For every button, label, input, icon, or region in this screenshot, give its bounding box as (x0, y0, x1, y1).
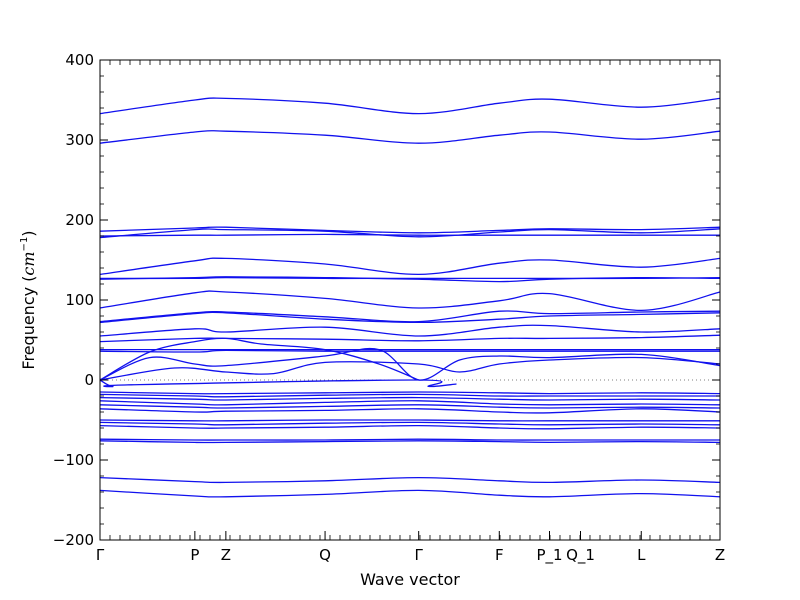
phonon-band-17 (99, 347, 721, 381)
phonon-band-10 (99, 310, 721, 323)
y-axis-label: Frequency (cm−1) (19, 230, 38, 369)
ticks (99, 59, 721, 541)
phonon-band-15 (99, 349, 720, 353)
phonon-band-9 (99, 290, 721, 312)
phonon-band-21 (99, 393, 720, 398)
y-axis-label-text: Frequency (19, 287, 38, 370)
phonon-band-3 (99, 226, 721, 234)
phonon-band-31 (99, 476, 721, 484)
bands (99, 97, 721, 498)
phonon-band-11 (99, 311, 721, 324)
y-axis-label-unit-power: −1 (19, 237, 30, 252)
x-tick-label: Q (319, 546, 331, 564)
y-axis-label-unit: cm (19, 251, 38, 275)
phonon-band-1 (99, 97, 721, 115)
x-tick-label: Γ (415, 546, 424, 564)
phonon-band-22 (99, 396, 721, 401)
x-tick-label: Q_1 (566, 546, 595, 565)
phonon-band-8 (99, 276, 721, 283)
y-tick-label: 400 (65, 51, 94, 69)
y-tick-labels: 400 300 200 100 0 −100 −200 (53, 51, 94, 549)
phonon-band-29 (99, 438, 720, 441)
phonon-band-26 (99, 419, 720, 422)
phonon-band-18 (99, 356, 721, 381)
phonon-band-28 (99, 424, 721, 430)
y-tick-label: −200 (53, 531, 94, 549)
y-tick-label: −100 (53, 451, 94, 469)
phonon-band-32 (99, 489, 721, 498)
phonon-band-30 (99, 440, 721, 444)
y-axis-label-paren-close: ) (19, 230, 38, 236)
phonon-band-23 (99, 400, 721, 406)
phonon-band-20 (99, 391, 721, 395)
phonon-band-19 (99, 379, 457, 388)
x-tick-label: Z (221, 546, 231, 564)
y-axis-label-paren-open: ( (19, 276, 38, 287)
x-tick-label: Z (715, 546, 725, 564)
phonon-band-13 (99, 334, 721, 343)
phonon-band-24 (99, 404, 721, 409)
x-tick-label: L (637, 546, 646, 564)
phonon-band-2 (99, 130, 721, 144)
x-axis-label: Wave vector (360, 570, 460, 589)
x-tick-label: P_1 (536, 546, 562, 565)
y-tick-label: 0 (84, 371, 94, 389)
x-tick-label: F (495, 546, 504, 564)
y-tick-label: 300 (65, 131, 94, 149)
phonon-band-5 (99, 233, 720, 237)
phonon-band-4 (99, 228, 721, 239)
x-tick-label: Γ (96, 546, 105, 564)
y-tick-label: 200 (65, 211, 94, 229)
y-tick-label: 100 (65, 291, 94, 309)
phonon-band-27 (99, 421, 721, 426)
x-tick-label: P (190, 546, 199, 564)
phonon-band-12 (99, 324, 721, 337)
phonon-band-6 (99, 257, 721, 276)
x-tick-labels: Γ P Z Q Γ F P_1 Q_1 L Z (96, 546, 725, 565)
phonon-band-25 (99, 408, 721, 414)
